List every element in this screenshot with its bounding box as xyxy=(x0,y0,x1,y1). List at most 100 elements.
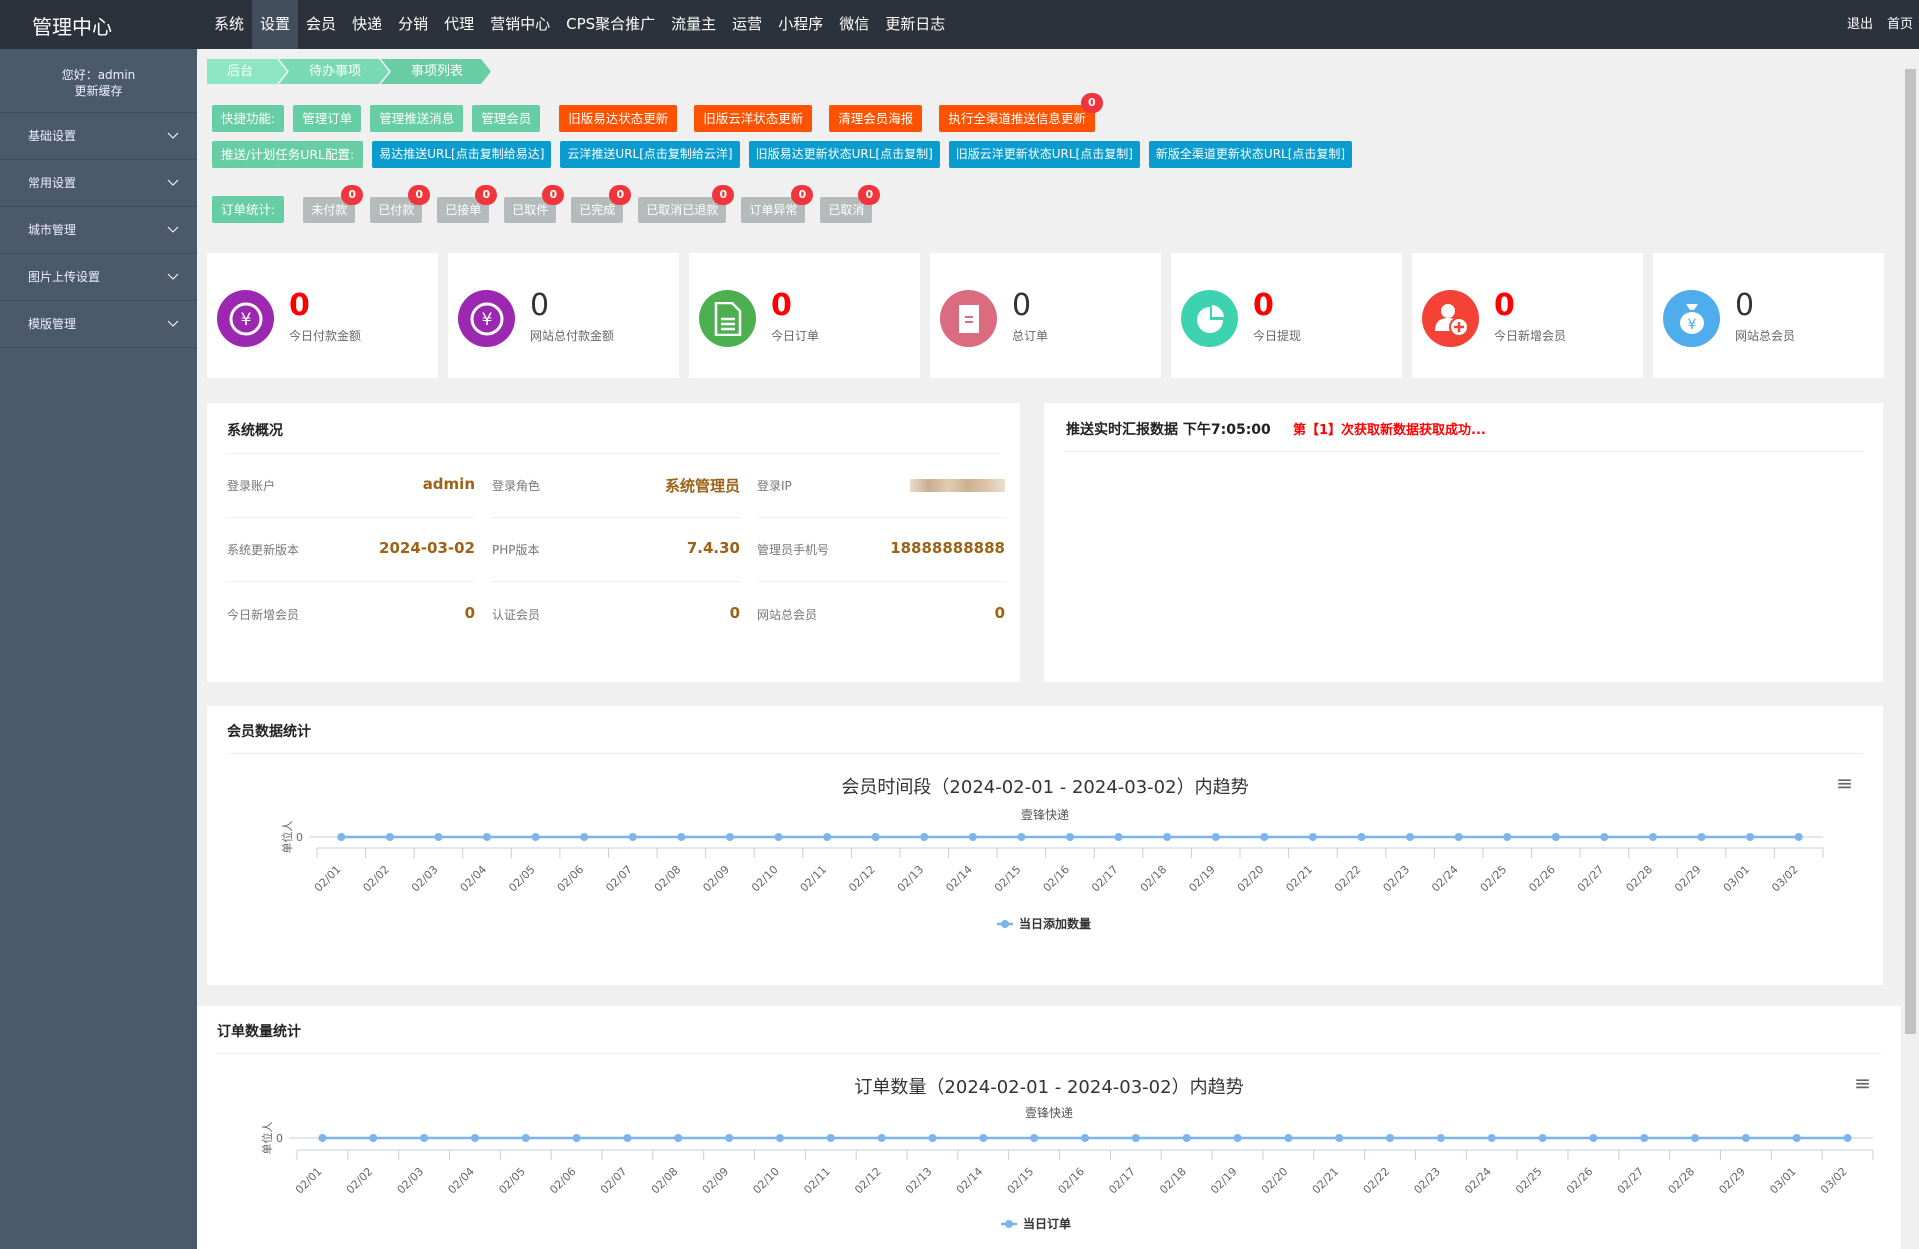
field-label: 网站总会员 xyxy=(757,608,818,622)
nav-item[interactable]: 设置 xyxy=(252,0,299,49)
x-tick-label: 02/07 xyxy=(603,863,635,895)
quick-button[interactable]: 管理推送消息 xyxy=(370,105,464,132)
field-label: 管理员手机号 xyxy=(757,543,830,557)
panel-title: 会员数据统计 xyxy=(227,724,311,740)
button-label: 清理会员海报 xyxy=(838,111,914,126)
menu-icon[interactable]: ≡ xyxy=(1836,771,1853,795)
data-point xyxy=(774,833,783,841)
x-tick-label: 02/01 xyxy=(293,1165,325,1197)
refresh-cache-link[interactable]: 更新缓存 xyxy=(74,84,123,98)
data-point xyxy=(725,1134,734,1142)
status-update-button[interactable]: 旧版易达状态更新 xyxy=(559,105,678,132)
data-point xyxy=(1066,833,1074,841)
overview-field: 今日新增会员 0 xyxy=(227,604,475,622)
url-config-label: 推送/计划任务URL配置: xyxy=(212,141,364,168)
sidebar-item[interactable]: 城市管理 xyxy=(0,207,197,254)
x-tick-label: 02/17 xyxy=(1089,863,1121,895)
scrollbar[interactable] xyxy=(1901,49,1919,1249)
copy-url-button[interactable]: 旧版云洋更新状态URL[点击复制] xyxy=(948,141,1140,168)
x-tick-label: 02/14 xyxy=(943,863,975,895)
count-badge: 0 xyxy=(712,184,735,205)
count-badge: 0 xyxy=(408,184,431,205)
chart-subtitle: 壹锋快递 xyxy=(1024,1106,1073,1120)
stat-label: 网站总付款金额 xyxy=(530,329,615,343)
x-tick-label: 02/23 xyxy=(1381,863,1413,895)
count-badge: 0 xyxy=(1080,93,1103,113)
x-tick-label: 02/22 xyxy=(1332,863,1364,895)
quick-button[interactable]: 管理订单 xyxy=(293,105,362,132)
x-tick-label: 02/28 xyxy=(1666,1165,1698,1197)
push-report-panel: 推送实时汇报数据 下午7:05:00 第【1】次获取新数据获取成功... xyxy=(1044,403,1883,682)
x-tick-label: 02/28 xyxy=(1623,863,1655,895)
nav-item[interactable]: 系统 xyxy=(214,15,245,33)
quick-label: 快捷功能: xyxy=(212,105,285,132)
stat-label: 总订单 xyxy=(1012,329,1049,343)
breadcrumb-item[interactable]: 事项列表 xyxy=(381,59,491,84)
x-tick-label: 02/19 xyxy=(1186,863,1218,895)
nav-item[interactable]: 运营 xyxy=(732,15,763,33)
stat-value: 0 xyxy=(1012,288,1032,323)
sidebar-item[interactable]: 基础设置 xyxy=(0,113,197,160)
stat-label: 今日付款金额 xyxy=(289,329,362,343)
sidebar-item[interactable]: 模版管理 xyxy=(0,301,197,348)
data-point xyxy=(1081,1134,1089,1142)
data-point xyxy=(979,1134,988,1142)
menu-icon[interactable]: ≡ xyxy=(1854,1071,1871,1095)
push-status: 第【1】次获取新数据获取成功... xyxy=(1293,423,1486,438)
sidebar-item[interactable]: 图片上传设置 xyxy=(0,254,197,301)
overview-field: 登录账户 admin xyxy=(227,475,475,518)
copy-url-button[interactable]: 易达推送URL[点击复制给易达] xyxy=(372,141,552,168)
copy-url-button[interactable]: 云洋推送URL[点击复制给云洋] xyxy=(560,141,740,168)
nav-item[interactable]: 更新日志 xyxy=(885,15,946,33)
field-label: PHP版本 xyxy=(492,543,540,557)
breadcrumb-item[interactable]: 待办事项 xyxy=(279,59,389,84)
breadcrumb-item[interactable]: 后台首页 xyxy=(207,59,287,84)
data-point xyxy=(1131,1134,1140,1142)
home-link[interactable]: 首页 xyxy=(1886,17,1913,32)
order-status-button[interactable]: 已接单 0 xyxy=(437,184,498,223)
order-status-button[interactable]: 已付款 0 xyxy=(370,184,431,223)
order-status-button[interactable]: 已取消 0 xyxy=(820,184,881,223)
stat-value: 0 xyxy=(1494,288,1515,323)
data-point xyxy=(470,1134,479,1142)
field-label: 登录账户 xyxy=(227,479,276,493)
button-label: 执行全渠道推送信息更新 xyxy=(948,111,1086,126)
scrollbar-thumb[interactable] xyxy=(1905,69,1916,1034)
field-label: 登录IP xyxy=(757,479,792,493)
logout-link[interactable]: 退出 xyxy=(1846,17,1873,32)
svg-text:¥: ¥ xyxy=(481,310,492,330)
nav-item[interactable]: 营销中心 xyxy=(490,15,551,33)
quick-button[interactable]: 管理会员 xyxy=(472,105,541,132)
copy-url-button[interactable]: 新版全渠道更新状态URL[点击复制] xyxy=(1148,141,1353,168)
main-nav: 系统 设置 会员 快递 分销 代理 营销中心 CPS聚合推广 流量主 运营 小程序 微信 更新日志 xyxy=(206,0,953,49)
copy-url-button[interactable]: 旧版易达更新状态URL[点击复制] xyxy=(748,141,940,168)
data-point xyxy=(369,1134,378,1142)
line-chart: 订单数量（2024-02-01 - 2024-03-02）内趋势 壹锋快递 ≡ 单位人… xyxy=(217,1056,1881,1249)
order-status-button[interactable]: 未付款 0 xyxy=(303,184,364,223)
nav-item[interactable]: 代理 xyxy=(444,15,475,33)
data-point xyxy=(871,833,880,841)
x-tick-label: 02/16 xyxy=(1056,1165,1088,1197)
nav-item[interactable]: 小程序 xyxy=(778,15,824,33)
status-update-button[interactable]: 旧版云洋状态更新 xyxy=(694,105,813,132)
order-status-button[interactable]: 已取消已退款 0 xyxy=(638,184,735,223)
status-update-button[interactable]: 执行全渠道推送信息更新 0 xyxy=(939,93,1103,132)
nav-item[interactable]: 流量主 xyxy=(671,15,717,33)
nav-item[interactable]: 分销 xyxy=(398,15,429,33)
button-label: 旧版易达状态更新 xyxy=(568,111,669,126)
overview-field: 登录IP xyxy=(757,479,1005,518)
order-status-button[interactable]: 已取件 0 xyxy=(504,184,565,223)
button-label: 未付款 xyxy=(311,202,348,217)
sidebar-item[interactable]: 常用设置 xyxy=(0,160,197,207)
status-update-button[interactable]: 清理会员海报 xyxy=(829,105,923,132)
nav-item[interactable]: 会员 xyxy=(306,15,337,33)
nav-item[interactable]: 快递 xyxy=(352,15,383,33)
x-tick-label: 02/17 xyxy=(1106,1165,1138,1197)
order-status-button[interactable]: 订单异常 0 xyxy=(741,184,814,223)
overview-field: PHP版本 7.4.30 xyxy=(492,539,740,582)
stat-card: 0 今日提现 xyxy=(1171,253,1402,378)
nav-item[interactable]: 微信 xyxy=(839,15,870,33)
stat-card: ¥0 网站总会员 xyxy=(1653,253,1884,378)
nav-item[interactable]: CPS聚合推广 xyxy=(566,15,656,33)
order-status-button[interactable]: 已完成 0 xyxy=(571,184,632,223)
